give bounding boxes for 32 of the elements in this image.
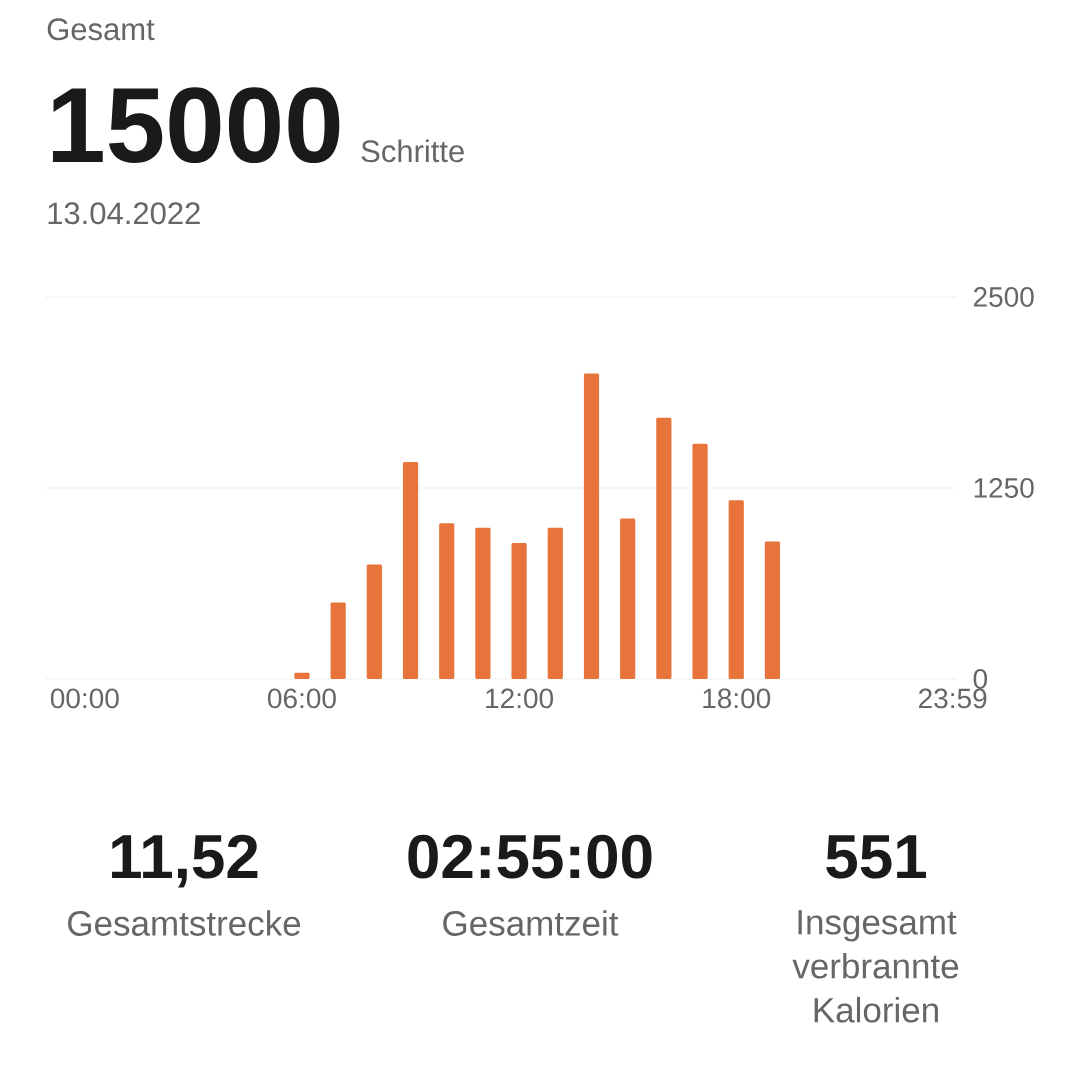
bar bbox=[620, 518, 636, 679]
chart-title: Gesamt bbox=[47, 18, 155, 41]
text: Gesamtzeit bbox=[443, 910, 619, 936]
bar bbox=[583, 373, 600, 679]
text: 551 bbox=[826, 835, 926, 879]
bar bbox=[656, 417, 672, 679]
x-tick-label: 06:00 bbox=[268, 688, 336, 709]
bar bbox=[402, 462, 419, 679]
text: 15000 bbox=[52, 87, 340, 164]
text: Insgesamt verbrannte Kalorien bbox=[792, 910, 959, 1023]
bar bbox=[439, 523, 455, 679]
bar bbox=[764, 541, 781, 679]
y-tick-label: 2500 bbox=[973, 287, 1034, 307]
text: Gesamtstrecke bbox=[68, 910, 301, 936]
bar bbox=[330, 602, 346, 679]
bar bbox=[366, 564, 382, 679]
x-tick-label: 23:59 bbox=[919, 688, 987, 709]
text: Schritte bbox=[361, 139, 464, 163]
x-tick-label: 00:00 bbox=[50, 688, 119, 709]
chart-subtitle: 13.04.2022 bbox=[48, 202, 200, 225]
bar bbox=[547, 527, 563, 679]
bar bbox=[294, 672, 310, 679]
bar bbox=[511, 542, 527, 679]
text: 11,52 bbox=[112, 834, 258, 888]
bar bbox=[692, 443, 708, 679]
x-tick-label: 18:00 bbox=[703, 688, 771, 709]
x-tick-label: 12:00 bbox=[486, 688, 554, 709]
bar bbox=[728, 500, 744, 679]
bar bbox=[475, 527, 491, 679]
y-tick-label: 1250 bbox=[974, 478, 1034, 498]
text: 02:55:00 bbox=[408, 834, 652, 879]
y-tick-label: 0 bbox=[973, 669, 988, 689]
